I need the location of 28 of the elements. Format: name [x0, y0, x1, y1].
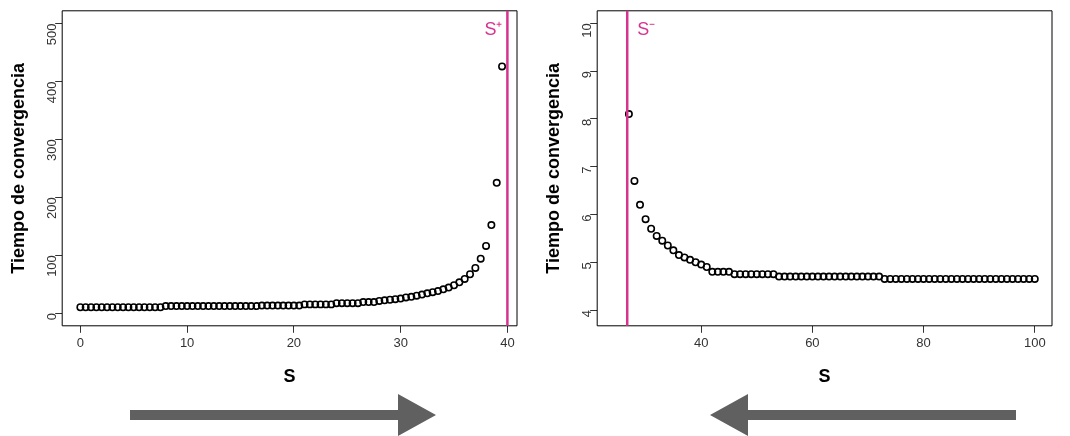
y-tick-label: 9 — [578, 71, 594, 79]
x-tick-label: 80 — [916, 335, 931, 351]
y-tick-label: 5 — [578, 262, 594, 270]
y-tick-label: 500 — [43, 23, 59, 46]
x-tick-label: 30 — [393, 335, 408, 351]
y-tick-label: 4 — [578, 310, 594, 318]
x-tick-label: 10 — [179, 335, 195, 351]
y-tick-label: 100 — [43, 255, 59, 277]
ref-line-label: S⁺ — [484, 18, 503, 39]
x-tick-label: 40 — [500, 335, 515, 351]
y-tick-label: 10 — [578, 23, 594, 38]
ref-line-label: S⁻ — [637, 18, 656, 39]
x-tick-label: 20 — [286, 335, 302, 351]
x-tick-label: 40 — [693, 335, 709, 351]
x-tick-label: 0 — [76, 335, 84, 351]
x-axis-title: S — [283, 366, 296, 387]
y-tick-label: 300 — [43, 139, 59, 162]
y-tick-label: 8 — [578, 118, 594, 127]
y-axis-title: Tiempo de convergencia — [7, 61, 28, 274]
x-tick-label: 100 — [1023, 335, 1046, 351]
y-tick-label: 0 — [43, 313, 59, 321]
y-axis-title: Tiempo de convergencia — [542, 61, 563, 274]
x-axis-title: S — [818, 366, 831, 387]
y-tick-label: 200 — [43, 197, 59, 219]
y-tick-label: 400 — [43, 81, 59, 104]
y-tick-label: 6 — [578, 214, 594, 222]
x-tick-label: 60 — [805, 335, 820, 351]
y-tick-label: 7 — [578, 166, 594, 174]
